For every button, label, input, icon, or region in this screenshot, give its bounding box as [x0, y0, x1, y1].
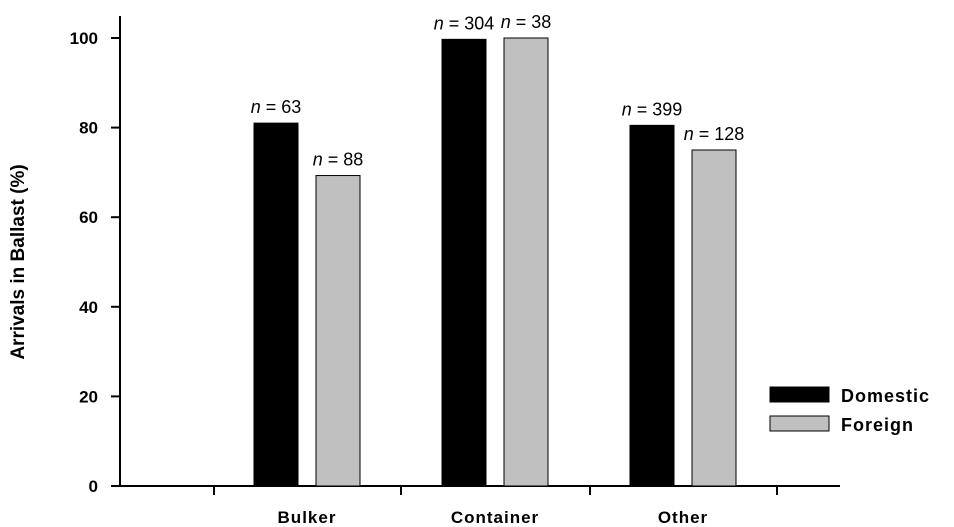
data-label-n: n: [251, 97, 261, 117]
data-label-n: n: [622, 99, 632, 119]
x-tick-label: Other: [658, 508, 708, 527]
data-label: n = 399: [622, 99, 683, 119]
legend-label-foreign: Foreign: [841, 415, 914, 435]
data-label: n = 128: [684, 124, 745, 144]
axes: 0 20 40 60 80 100 Arrivals in Ballast (%) Bulke…: [8, 16, 840, 527]
y-tick-label: 20: [79, 387, 98, 406]
data-label-value: 88: [343, 150, 363, 170]
data-label-n: n: [501, 12, 511, 32]
data-label-value: 304: [464, 13, 494, 33]
data-label: n = 63: [251, 97, 302, 117]
x-tick-label: Bulker: [278, 508, 337, 527]
data-label-n: n: [684, 124, 694, 144]
bar-foreign-container: [503, 37, 549, 487]
data-label-equals: =: [694, 124, 715, 144]
bars: [253, 37, 737, 487]
y-tick-label: 60: [79, 208, 98, 227]
bar-foreign-bulker: [315, 175, 361, 487]
y-axis-label: Arrivals in Ballast (%): [8, 164, 29, 359]
data-label-value: 128: [714, 124, 744, 144]
data-label-n: n: [313, 150, 323, 170]
x-tick-label: Container: [451, 508, 539, 527]
y-tick-label: 0: [89, 477, 98, 496]
bar-domestic-other: [629, 124, 675, 487]
bar-foreign-other: [691, 149, 737, 487]
data-label-equals: =: [632, 99, 653, 119]
y-tick-label: 80: [79, 119, 98, 138]
data-label-equals: =: [511, 12, 532, 32]
data-label-value: 63: [281, 97, 301, 117]
data-label: n = 88: [313, 150, 364, 170]
bar-domestic-bulker: [253, 122, 299, 487]
data-label-equals: =: [261, 97, 282, 117]
data-label: n = 38: [501, 12, 552, 32]
bar-domestic-container: [441, 38, 487, 487]
legend-swatch-foreign: [769, 415, 830, 432]
data-label: n = 304: [434, 13, 495, 33]
data-label-value: 399: [652, 99, 682, 119]
y-tick-label: 100: [70, 29, 98, 48]
data-label-n: n: [434, 13, 444, 33]
y-tick-label: 40: [79, 298, 98, 317]
data-label-equals: =: [323, 150, 344, 170]
data-label-equals: =: [444, 13, 465, 33]
legend-swatch-domestic: [769, 386, 830, 403]
data-label-value: 38: [531, 12, 551, 32]
legend-label-domestic: Domestic: [841, 386, 930, 406]
legend: Domestic Foreign: [769, 386, 930, 435]
